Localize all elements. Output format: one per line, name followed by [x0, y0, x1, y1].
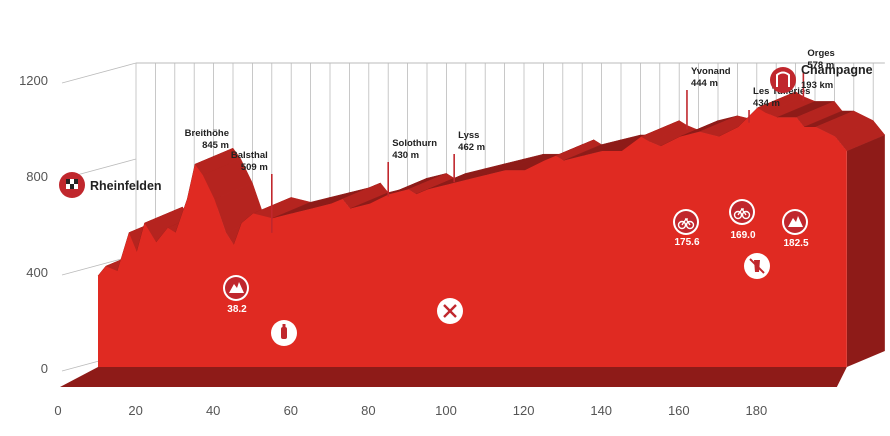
km-marker-label: 175.6	[674, 237, 699, 248]
finish-name: Champagne	[801, 63, 873, 77]
place-altitude: 845 m	[202, 140, 229, 151]
place-altitude: 462 m	[458, 142, 485, 153]
x-tick-label: 0	[54, 403, 61, 418]
bottle-cap	[282, 324, 286, 327]
x-tick-label: 40	[206, 403, 220, 418]
bottle-shape	[281, 327, 287, 339]
x-tick-label: 160	[668, 403, 690, 418]
x-tick-label: 180	[746, 403, 768, 418]
y-tick-label: 400	[26, 265, 48, 280]
x-tick-label: 60	[284, 403, 298, 418]
finish-icon	[770, 67, 796, 93]
bicycle-icon	[675, 211, 697, 233]
place-altitude: 430 m	[392, 150, 419, 161]
profile-front-face	[98, 107, 847, 368]
axes: 0 400 800 1200 0 20 40 60 80 100 120 140 160 180	[19, 73, 767, 418]
x-tick-label: 120	[513, 403, 535, 418]
place-name: Balsthal	[231, 150, 268, 161]
x-tick-label: 140	[590, 403, 612, 418]
place-name: Solothurn	[392, 138, 437, 149]
profile-end-face	[846, 135, 885, 367]
place-name: Orges	[807, 48, 834, 59]
place-altitude: 578 m	[807, 60, 834, 71]
y-tick-label: 800	[26, 169, 48, 184]
bicycle-frame	[681, 217, 691, 226]
checkered-square	[74, 179, 78, 184]
place-name: Yvonand	[691, 66, 731, 77]
place-altitude: 444 m	[691, 78, 718, 89]
profile-icons: Rheinfelden Champagne 193 km 38.2 175.6 169.0…	[59, 63, 873, 346]
start-name: Rheinfelden	[90, 179, 162, 193]
bicycle-wheel	[677, 220, 687, 230]
finish-arch-icon	[776, 71, 790, 87]
elevation-profile	[60, 91, 886, 387]
km-marker-label: 182.5	[783, 238, 808, 249]
x-tick-label: 100	[435, 403, 457, 418]
km-marker-label: 38.2	[227, 304, 247, 315]
prohibit-slash	[749, 258, 765, 274]
bicycle-wheel	[741, 210, 751, 220]
x-tick-label: 20	[128, 403, 142, 418]
place-altitude: 509 m	[241, 162, 268, 173]
y-tick-label: 0	[41, 361, 48, 376]
bicycle-wheel	[685, 220, 695, 230]
place-name: Lyss	[458, 130, 479, 141]
y-grid-line	[61, 62, 137, 84]
bicycle-wheel	[733, 210, 743, 220]
y-tick-label: 1200	[19, 73, 48, 88]
place-name: Breithöhe	[185, 128, 229, 139]
mountain-shape	[229, 282, 244, 293]
profile-bottom-face	[60, 367, 847, 387]
checkered-square	[66, 179, 70, 184]
bicycle-frame	[737, 207, 747, 216]
x-tick-label: 80	[361, 403, 375, 418]
mountain-shape	[788, 216, 803, 227]
place-altitude: 434 m	[753, 98, 780, 109]
checkered-square	[70, 184, 74, 189]
km-marker-label: 169.0	[730, 230, 755, 241]
knife-shape	[443, 304, 457, 318]
finish-distance: 193 km	[801, 80, 833, 91]
bicycle-icon	[731, 201, 753, 223]
